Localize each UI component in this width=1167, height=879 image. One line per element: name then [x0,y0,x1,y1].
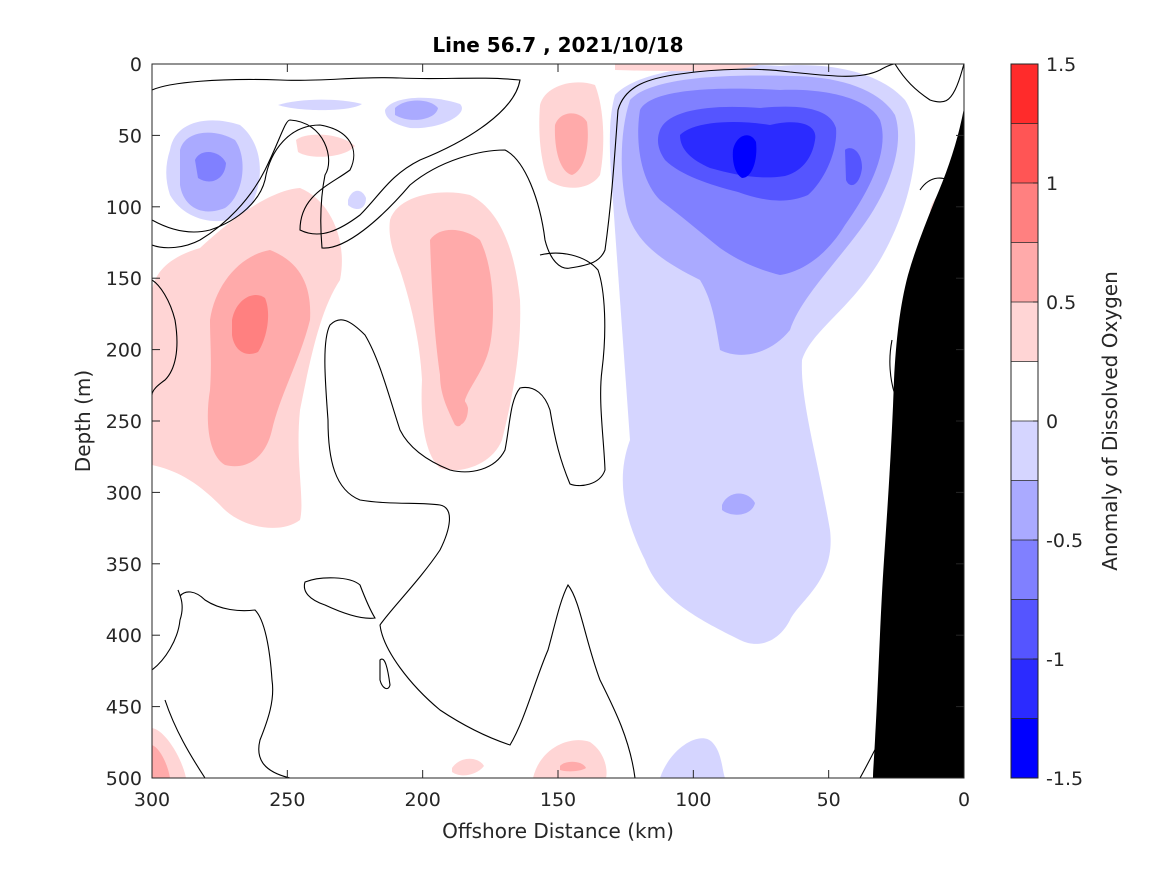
contour-fill-neg-025-small [348,190,366,210]
contour-fill-neg-050-upper [395,100,438,120]
colorbar-segment [1011,242,1038,302]
colorbar-tick-label: -1 [1046,649,1065,671]
x-tick-label: 0 [958,789,970,811]
colorbar-segment [1011,599,1038,659]
colorbar-segment [1011,361,1038,421]
contour-fill-pos-050-bottom [560,761,586,772]
zero-contour [179,591,291,778]
zero-contour-lines [152,64,964,778]
colorbar-title: Anomaly of Dissolved Oxygen [1098,271,1122,571]
colorbar-ticks: 1.5 1 0.5 0 -0.5 -1 -1.5 [1033,54,1083,790]
y-axis-title: Depth (m) [71,370,95,472]
contour-fill-neg-150 [732,135,757,178]
y-tick-label: 500 [106,768,142,790]
y-tick-label: 200 [106,340,142,362]
y-tick-label: 150 [106,268,142,290]
colorbar-tick-label: 0 [1046,411,1058,433]
y-tick-label: 350 [106,554,142,576]
colorbar-segment [1011,302,1038,362]
x-axis: 300 250 200 150 100 50 0 [134,64,970,811]
contour-fill-neg-025-top [278,99,362,111]
y-tick-label: 100 [106,197,142,219]
zero-contour [152,77,521,235]
y-tick-label: 450 [106,697,142,719]
y-tick-label: 50 [118,125,142,147]
colorbar-segment [1011,183,1038,243]
contour-fill-pos-050-deep [448,397,468,426]
contour-fill-pos-025-bottom [533,740,607,778]
contour-fill-pos-025-bottom-small [452,758,484,776]
x-tick-label: 150 [540,789,576,811]
zero-contour [894,64,964,103]
colorbar-segment [1011,480,1038,540]
colorbar-segment [1011,421,1038,481]
zero-contour [152,279,178,396]
contour-fill-pos-050-west [207,250,311,467]
colorbar-segment [1011,123,1038,183]
chart-title: Line 56.7 , 2021/10/18 [432,33,683,57]
contour-fill-neg-025-bottom [660,738,725,778]
colorbar-segment [1011,64,1038,124]
x-tick-label: 200 [405,789,441,811]
zero-contour [152,589,183,671]
zero-contour [303,577,376,619]
colorbar-tick-label: 1.5 [1046,54,1076,76]
contour-fill-pos-050-corner [152,745,170,778]
colorbar-segment [1011,659,1038,719]
contour-fill-neg-100-b [845,148,862,186]
colorbar-tick-label: -0.5 [1046,530,1083,552]
contour-fill-pos-050-mid [430,229,493,427]
colorbar-tick-label: -1.5 [1046,768,1083,790]
x-tick-label: 50 [817,789,841,811]
y-tick-label: 0 [130,54,142,76]
zero-contour [324,252,636,778]
x-tick-label: 300 [134,789,170,811]
zero-contour [379,658,391,690]
colorbar-tick-label: 1 [1046,173,1058,195]
colorbar-tick-label: 0.5 [1046,292,1076,314]
plot-area [151,63,965,779]
zero-contour [152,64,896,269]
zero-contour [164,699,206,778]
contour-fill-neg-075-west [195,152,226,182]
x-tick-label: 250 [269,789,305,811]
y-tick-label: 300 [106,482,142,504]
contour-fill-neg-050-deep [722,493,755,515]
x-axis-title: Offshore Distance (km) [442,819,674,843]
contour-fill-pos-075-west [232,294,269,355]
contour-fill-pos-050-surface [554,113,588,175]
colorbar-segment [1011,718,1038,778]
y-tick-label: 250 [106,411,142,433]
x-tick-label: 100 [675,789,711,811]
y-axis: 0 50 100 150 200 250 300 350 400 450 500 [106,54,964,790]
colorbar-segment [1011,540,1038,600]
contour-fills [152,64,964,778]
bathymetry-mask [873,108,964,778]
y-tick-label: 400 [106,625,142,647]
